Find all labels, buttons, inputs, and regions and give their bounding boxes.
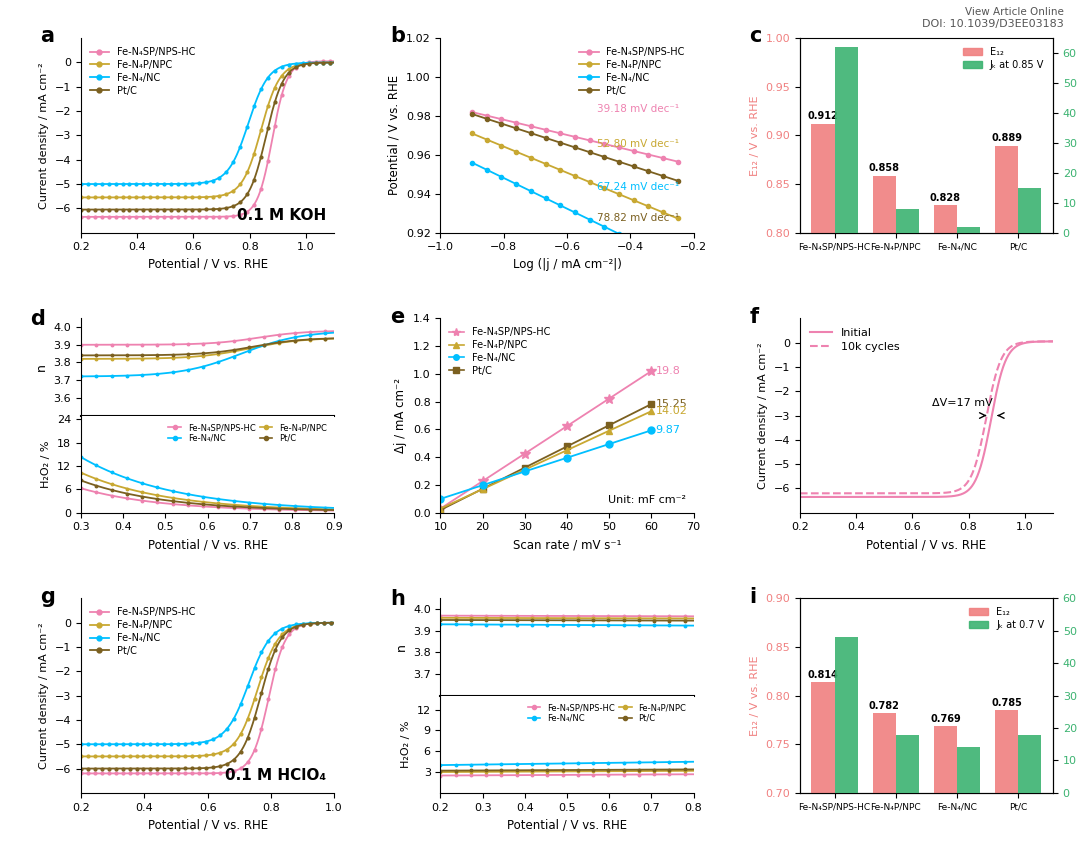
Y-axis label: E₁₂ / V vs. RHE: E₁₂ / V vs. RHE	[750, 656, 760, 736]
Text: 0.769: 0.769	[930, 714, 961, 724]
Bar	[873, 713, 895, 848]
Bar	[995, 711, 1018, 848]
Bar	[835, 47, 858, 232]
Initial	[1052, 337, 1065, 347]
X-axis label: Log (|j / mA cm⁻²|): Log (|j / mA cm⁻²|)	[513, 258, 621, 271]
Bar	[957, 226, 981, 232]
Text: b: b	[390, 26, 405, 47]
Bar	[873, 176, 895, 848]
10k cycles	[1012, 338, 1025, 349]
10k cycles	[794, 488, 807, 499]
Initial	[951, 490, 964, 500]
Legend: Fe-N₄SP/NPS-HC, Fe-N₄P/NPC, Fe-N₄/NC, Pt/C: Fe-N₄SP/NPS-HC, Fe-N₄P/NPC, Fe-N₄/NC, Pt…	[86, 43, 199, 99]
10k cycles	[946, 487, 959, 497]
Text: 39.18 mV dec⁻¹: 39.18 mV dec⁻¹	[597, 104, 679, 114]
Text: 67.24 mV dec⁻¹: 67.24 mV dec⁻¹	[597, 181, 679, 192]
Legend: Fe-N₄SP/NPS-HC, Fe-N₄P/NPC, Fe-N₄/NC, Pt/C: Fe-N₄SP/NPS-HC, Fe-N₄P/NPC, Fe-N₄/NC, Pt…	[445, 323, 554, 380]
Bar	[811, 682, 835, 848]
Text: d: d	[30, 309, 45, 328]
Bar	[995, 146, 1018, 848]
Bar	[1018, 734, 1041, 793]
Legend: E₁₂, Jₖ at 0.85 V: E₁₂, Jₖ at 0.85 V	[959, 43, 1048, 74]
Text: f: f	[750, 307, 758, 326]
Line: 10k cycles: 10k cycles	[800, 342, 1058, 494]
X-axis label: Scan rate / mV s⁻¹: Scan rate / mV s⁻¹	[513, 538, 621, 551]
Text: a: a	[41, 26, 54, 47]
Text: 9.87: 9.87	[656, 426, 680, 435]
Text: 0.828: 0.828	[930, 192, 961, 203]
Y-axis label: Current density / mA cm⁻²: Current density / mA cm⁻²	[39, 622, 50, 769]
Y-axis label: H₂O₂ / %: H₂O₂ / %	[401, 721, 411, 768]
Y-axis label: E₁₂ / V vs. RHE: E₁₂ / V vs. RHE	[750, 95, 760, 176]
10k cycles	[947, 487, 960, 497]
10k cycles	[1052, 337, 1065, 347]
Text: 19.8: 19.8	[656, 366, 680, 376]
X-axis label: Potential / V vs. RHE: Potential / V vs. RHE	[148, 818, 268, 831]
Y-axis label: n: n	[35, 363, 48, 371]
Legend: Fe-N₄SP/NPS-HC, Fe-N₄P/NPC, Fe-N₄/NC, Pt/C: Fe-N₄SP/NPS-HC, Fe-N₄P/NPC, Fe-N₄/NC, Pt…	[86, 603, 199, 660]
Initial	[794, 492, 807, 502]
Y-axis label: Potential / V vs. RHE: Potential / V vs. RHE	[388, 75, 401, 196]
Text: 52.80 mV dec⁻¹: 52.80 mV dec⁻¹	[597, 139, 679, 149]
10k cycles	[1028, 337, 1041, 347]
Y-axis label: Current density / mA cm⁻²: Current density / mA cm⁻²	[758, 343, 768, 488]
Line: Initial: Initial	[800, 342, 1058, 497]
Text: 0.1 M HClO₄: 0.1 M HClO₄	[226, 768, 326, 784]
Initial	[1028, 337, 1041, 347]
Bar	[895, 209, 919, 232]
Y-axis label: n: n	[394, 643, 407, 651]
Bar	[934, 205, 957, 848]
Text: 78.82 mV dec⁻¹: 78.82 mV dec⁻¹	[597, 213, 679, 223]
Text: g: g	[41, 587, 55, 606]
Text: c: c	[750, 26, 761, 47]
Bar	[835, 637, 858, 793]
Y-axis label: H₂O₂ / %: H₂O₂ / %	[41, 440, 52, 488]
Initial	[947, 491, 960, 501]
Text: i: i	[750, 587, 756, 606]
X-axis label: Potential / V vs. RHE: Potential / V vs. RHE	[866, 538, 986, 551]
Initial	[794, 492, 807, 502]
Text: h: h	[390, 589, 405, 609]
Text: 0.889: 0.889	[991, 133, 1022, 143]
Text: 0.785: 0.785	[991, 698, 1022, 708]
Text: ΔV=17 mV: ΔV=17 mV	[932, 398, 993, 408]
Text: 0.858: 0.858	[868, 164, 900, 173]
Text: 0.912: 0.912	[808, 111, 838, 120]
10k cycles	[794, 488, 807, 499]
X-axis label: Potential / V vs. RHE: Potential / V vs. RHE	[148, 258, 268, 271]
Y-axis label: Current density / mA cm⁻²: Current density / mA cm⁻²	[39, 62, 50, 209]
10k cycles	[951, 485, 964, 495]
Text: 14.02: 14.02	[656, 406, 688, 416]
Text: 0.1 M KOH: 0.1 M KOH	[238, 208, 326, 223]
Text: View Article Online: View Article Online	[964, 7, 1064, 17]
Text: DOI: 10.1039/D3EE03183: DOI: 10.1039/D3EE03183	[922, 19, 1064, 29]
Legend: Fe-N₄SP/NPS-HC, Fe-N₄/NC, Fe-N₄P/NPC, Pt/C: Fe-N₄SP/NPS-HC, Fe-N₄/NC, Fe-N₄P/NPC, Pt…	[165, 420, 330, 446]
Text: 0.782: 0.782	[868, 701, 900, 711]
Text: e: e	[390, 307, 404, 326]
Bar	[811, 124, 835, 848]
Bar	[895, 734, 919, 793]
Y-axis label: Δj / mA cm⁻²: Δj / mA cm⁻²	[394, 378, 407, 453]
Initial	[1012, 340, 1025, 350]
Bar	[934, 726, 957, 848]
Legend: E₁₂, Jₖ at 0.7 V: E₁₂, Jₖ at 0.7 V	[964, 603, 1048, 634]
Bar	[957, 747, 981, 793]
Legend: Fe-N₄SP/NPS-HC, Fe-N₄P/NPC, Fe-N₄/NC, Pt/C: Fe-N₄SP/NPS-HC, Fe-N₄P/NPC, Fe-N₄/NC, Pt…	[576, 43, 689, 99]
X-axis label: Potential / V vs. RHE: Potential / V vs. RHE	[507, 818, 627, 831]
Legend: Fe-N₄SP/NPS-HC, Fe-N₄/NC, Fe-N₄P/NPC, Pt/C: Fe-N₄SP/NPS-HC, Fe-N₄/NC, Fe-N₄P/NPC, Pt…	[525, 700, 689, 726]
X-axis label: Potential / V vs. RHE: Potential / V vs. RHE	[148, 538, 268, 551]
Initial	[946, 491, 959, 501]
Text: Unit: mF cm⁻²: Unit: mF cm⁻²	[608, 495, 686, 505]
Text: 0.814: 0.814	[808, 670, 838, 680]
Legend: Initial, 10k cycles: Initial, 10k cycles	[806, 324, 904, 356]
Bar	[1018, 187, 1041, 232]
Text: 15.25: 15.25	[656, 399, 687, 409]
